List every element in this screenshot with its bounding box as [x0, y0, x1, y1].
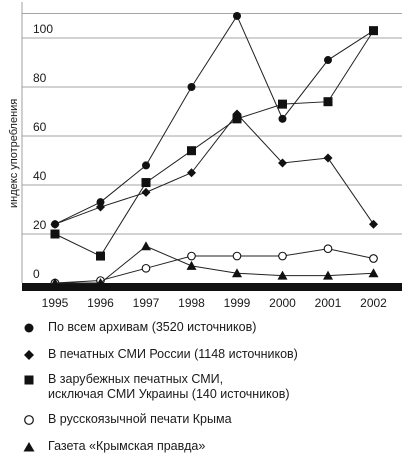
data-point: [142, 161, 150, 170]
legend-label: Газета «Крымская правда»: [48, 439, 206, 453]
x-tick-label: 1997: [133, 296, 160, 310]
x-tick-labels: 1995 1996 1997 1998 1999 2000 2001 2002: [42, 296, 388, 310]
filled-circle-icon: [24, 323, 34, 333]
series-line: [55, 245, 374, 284]
x-tick-label: 1999: [224, 296, 251, 310]
y-tick-label: 40: [33, 169, 47, 183]
data-point: [187, 146, 196, 156]
x-tick-label: 2001: [315, 296, 342, 310]
x-tick-label: 2002: [360, 296, 387, 310]
data-point: [323, 270, 333, 280]
legend-item-russia-press: В печатных СМИ России (1148 источников): [22, 347, 402, 362]
grid-lines: [21, 2, 402, 283]
series-5: [50, 241, 379, 287]
open-circle-icon: [24, 415, 34, 425]
legend-item-crimea-press: В русскоязычной печати Крыма: [22, 412, 402, 427]
data-point: [233, 11, 241, 20]
data-point: [324, 56, 332, 65]
data-point: [187, 83, 196, 91]
legend-label: В зарубежных печатных СМИ, исключая СМИ …: [48, 372, 290, 401]
data-point: [369, 219, 378, 229]
y-tick-label: 0: [33, 267, 40, 281]
legend-item-all-archives: По всем архивам (3520 источников): [22, 320, 402, 335]
data-point: [232, 251, 242, 261]
x-tick-label: 1998: [178, 296, 205, 310]
chart: 0 20 40 60 80 100 1995 1996 1997 1998 1999 2000 200…: [8, 2, 402, 310]
series-3: [50, 26, 378, 261]
legend-item-foreign-press: В зарубежных печатных СМИ, исключая СМИ …: [22, 372, 402, 402]
filled-square-icon: [24, 375, 34, 385]
data-point: [369, 26, 378, 36]
legend-label: В печатных СМИ России (1148 источников): [48, 347, 298, 361]
data-point: [278, 158, 287, 168]
data-point: [96, 251, 105, 261]
data-point: [141, 178, 151, 188]
data-point: [96, 198, 105, 207]
y-tick-label: 60: [33, 120, 47, 134]
y-axis-title: индекс употребления: [8, 99, 20, 208]
y-tick-label: 100: [33, 22, 53, 36]
data-point: [141, 263, 151, 273]
data-point: [323, 153, 333, 163]
data-point: [50, 219, 60, 229]
data-point: [278, 99, 287, 109]
x-axis-band: [22, 283, 402, 291]
data-point: [232, 268, 242, 278]
series-line: [54, 248, 374, 284]
series-line: [54, 113, 374, 225]
filled-diamond-icon: [24, 350, 34, 360]
legend: По всем архивам (3520 источников) В печа…: [22, 320, 402, 454]
series-1: [51, 11, 378, 229]
series-line: [54, 14, 374, 225]
data-point: [232, 114, 242, 124]
data-point: [50, 278, 60, 287]
series-2: [50, 109, 378, 229]
data-point: [278, 114, 287, 123]
series-group: [50, 11, 379, 288]
data-point: [95, 278, 106, 287]
data-point: [141, 187, 151, 197]
series-line: [54, 30, 374, 257]
legend-label: По всем архивам (3520 источников): [48, 320, 257, 334]
data-point: [141, 241, 151, 251]
data-point: [187, 168, 196, 178]
y-tick-label: 20: [33, 218, 47, 232]
data-point: [278, 251, 287, 261]
data-point: [368, 268, 379, 278]
y-tick-labels: 0 20 40 60 80 100: [33, 22, 53, 281]
data-point: [323, 97, 333, 107]
filled-triangle-icon: [23, 442, 35, 452]
data-point: [50, 229, 60, 239]
data-point: [277, 270, 288, 280]
legend-label: В русскоязычной печати Крыма: [48, 412, 232, 426]
data-point: [96, 202, 105, 212]
data-point: [323, 244, 333, 254]
data-point: [187, 251, 196, 261]
y-tick-label: 80: [33, 71, 47, 85]
x-tick-label: 1996: [87, 296, 114, 310]
legend-item-krymskaya-pravda: Газета «Крымская правда»: [22, 439, 402, 454]
data-point: [186, 260, 197, 270]
x-tick-label: 1995: [42, 296, 69, 310]
x-tick-label: 2000: [269, 296, 296, 310]
data-point: [369, 254, 378, 263]
